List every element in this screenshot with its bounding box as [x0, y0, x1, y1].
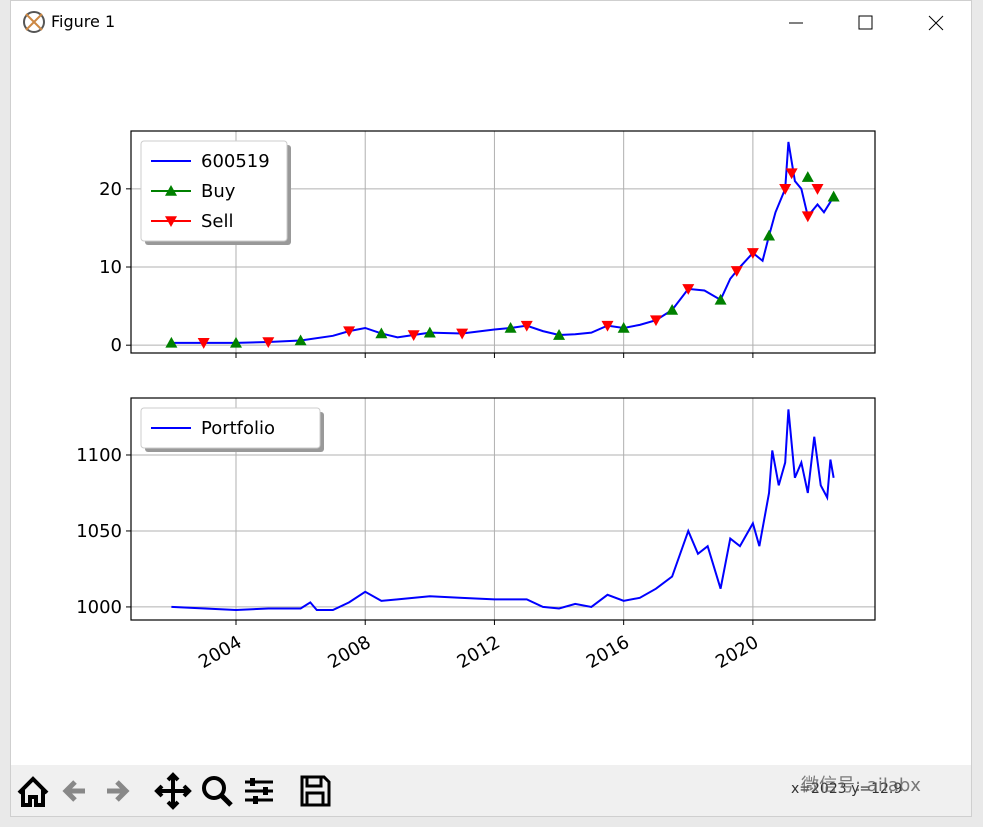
trade-marker	[197, 338, 210, 349]
pan-button[interactable]	[153, 771, 193, 811]
price-line	[171, 409, 835, 611]
y-tick-label: 20	[99, 179, 122, 200]
trade-marker	[294, 334, 307, 346]
trade-marker	[456, 328, 469, 340]
trade-marker	[714, 293, 727, 305]
legend-marker	[165, 216, 177, 227]
title-bar: Figure 1	[11, 1, 971, 43]
plot-area	[171, 409, 835, 611]
y-tick-label: 1050	[76, 521, 122, 542]
legend-label: Buy	[201, 181, 236, 202]
trade-marker	[407, 330, 420, 342]
price-line	[171, 141, 835, 344]
trade-marker	[811, 184, 824, 195]
trade-marker	[165, 336, 178, 348]
trade-marker	[520, 320, 533, 332]
legend	[140, 407, 321, 449]
trade-marker	[649, 315, 662, 327]
legend-label: Sell	[201, 211, 234, 232]
trade-marker	[666, 304, 679, 315]
y-tick-label: 10	[99, 257, 122, 278]
trade-marker	[504, 321, 517, 333]
toolbar: x=2023 y=12.9 微信号: ailabx	[11, 765, 971, 816]
x-tick-label: 2008	[324, 632, 374, 673]
window-controls[interactable]	[11, 1, 971, 43]
trade-marker	[746, 248, 759, 259]
trade-marker	[423, 326, 436, 338]
trade-marker	[617, 321, 630, 333]
save-button[interactable]	[295, 771, 335, 811]
trade-marker	[343, 326, 356, 338]
back-button[interactable]	[55, 771, 95, 811]
y-tick-label: 1000	[76, 597, 122, 618]
trade-marker	[779, 184, 792, 195]
x-tick-label: 2012	[454, 632, 504, 673]
legend-label: 600519	[201, 151, 270, 172]
x-tick-label: 2004	[195, 632, 245, 673]
trade-marker	[262, 337, 275, 349]
trade-marker	[601, 320, 614, 332]
trade-marker	[682, 284, 695, 295]
axes-frame	[130, 397, 876, 621]
legend	[140, 140, 288, 242]
trade-marker	[375, 327, 388, 339]
x-tick-label: 2016	[583, 632, 633, 673]
trade-marker	[801, 171, 814, 182]
plot-area	[165, 141, 840, 349]
figure: 0 10 20 600519 Buy Sell 2004 2008 2012 2016 2020 10…	[76, 130, 876, 673]
forward-button[interactable]	[97, 771, 137, 811]
trade-marker	[785, 168, 798, 180]
legend-marker	[165, 185, 177, 196]
trade-marker	[553, 329, 566, 340]
app-icon	[23, 11, 45, 33]
home-button[interactable]	[13, 771, 53, 811]
trade-marker	[801, 211, 814, 223]
trade-marker	[763, 229, 776, 241]
axes-frame	[130, 130, 876, 354]
configure-button[interactable]	[239, 771, 279, 811]
x-tick-label: 2020	[712, 632, 762, 673]
y-tick-label: 0	[111, 335, 122, 356]
trade-marker	[827, 190, 840, 202]
trade-marker	[730, 266, 743, 277]
window-title: Figure 1	[51, 12, 116, 31]
figure-window: Figure 1 0 10 20 600519 Buy Sell 2004 2008 2012 2…	[10, 0, 972, 817]
status-text: x=2023 y=12.9	[791, 781, 903, 797]
watermark: 微信号: ailabx	[801, 775, 921, 796]
legend-label: Portfolio	[201, 418, 275, 439]
zoom-button[interactable]	[197, 771, 237, 811]
y-tick-label: 1100	[76, 445, 122, 466]
trade-marker	[229, 336, 242, 348]
